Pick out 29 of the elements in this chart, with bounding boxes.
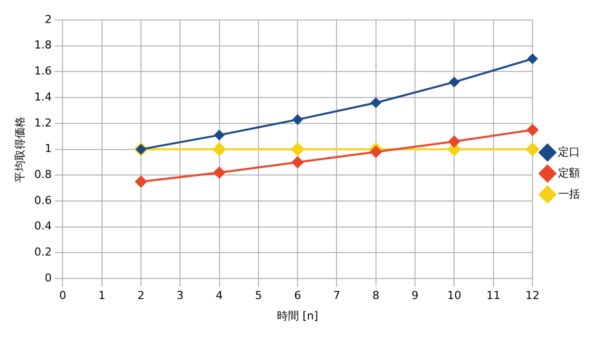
legend-label: 定口 <box>558 145 580 158</box>
y-tick-label: 1.4 <box>34 90 52 104</box>
y-tick-label: 0.2 <box>34 246 52 259</box>
x-tick-label: 7 <box>333 289 340 302</box>
x-tick-label: 1 <box>98 289 106 302</box>
legend-label: 一括 <box>558 187 580 200</box>
y-tick-label: 1 <box>44 142 52 156</box>
y-axis-title: 平均取得価格 <box>13 116 26 182</box>
x-tick-label: 2 <box>137 289 144 302</box>
y-tick-label: 0.4 <box>34 220 52 233</box>
x-tick-label: 12 <box>526 289 540 302</box>
y-tick-label: 0 <box>44 271 52 284</box>
x-tick-label: 4 <box>216 289 223 302</box>
y-tick-label: 1.6 <box>34 64 52 78</box>
x-axis-title: 時間 [n] <box>277 309 318 322</box>
x-tick-label: 8 <box>372 289 380 302</box>
y-tick-label: 0.6 <box>34 194 52 207</box>
x-tick-label: 5 <box>254 289 262 302</box>
y-tick-label: 2 <box>44 12 52 26</box>
x-tick-label: 3 <box>176 289 184 302</box>
x-tick-label: 10 <box>447 289 462 302</box>
x-tick-label: 0 <box>59 289 66 302</box>
x-tick-label: 6 <box>294 289 302 302</box>
x-tick-label: 11 <box>486 289 500 302</box>
y-tick-label: 1.2 <box>34 116 52 130</box>
legend-label: 定額 <box>558 166 580 180</box>
y-tick-label: 0.8 <box>34 168 52 182</box>
x-tick-label: 9 <box>412 289 419 302</box>
y-tick-label: 1.8 <box>34 38 52 52</box>
